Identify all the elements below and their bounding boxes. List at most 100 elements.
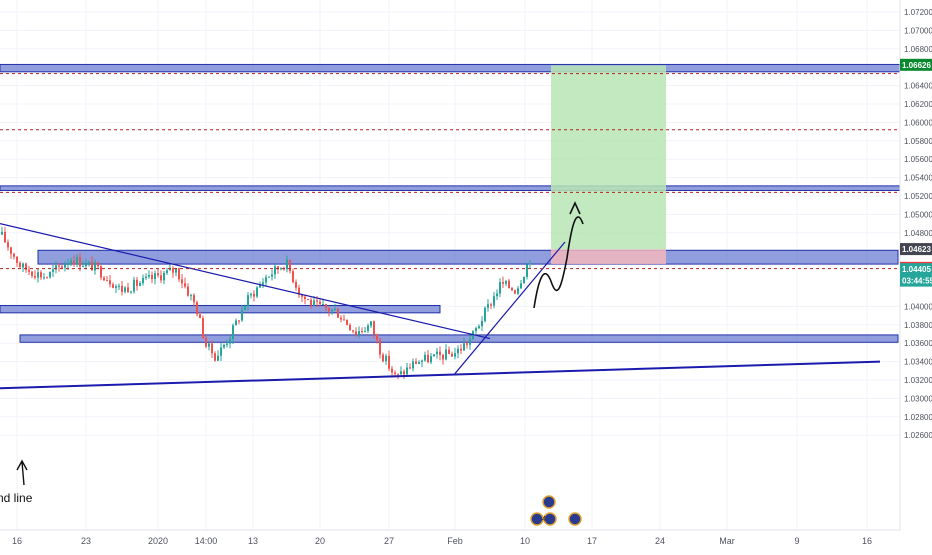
candle-body [436, 351, 438, 355]
candle-body [4, 231, 6, 243]
candle-body [208, 343, 210, 347]
price-candles [1, 226, 531, 380]
candle-body [520, 283, 522, 289]
price-tick-label: 1.04000 [904, 302, 932, 311]
candle-body [424, 354, 426, 361]
candle-body [265, 277, 267, 283]
trendline [0, 223, 491, 340]
candle-body [262, 282, 264, 285]
candle-body [127, 287, 129, 293]
candle-body [406, 367, 408, 375]
candle-body [226, 343, 228, 345]
candle-body [469, 339, 471, 345]
candle-body [229, 339, 231, 344]
candle-body [439, 351, 441, 355]
candle-body [310, 299, 312, 306]
grid-lines [0, 0, 900, 530]
time-tick-label: 17 [587, 536, 597, 546]
price-label-box [900, 243, 932, 256]
time-tick-label: 10 [520, 536, 530, 546]
candle-body [268, 276, 270, 278]
price-tick-label: 1.05200 [904, 192, 932, 201]
candle-body [196, 302, 198, 315]
price-tick-label: 1.06800 [904, 45, 932, 54]
candle-body [238, 320, 240, 322]
price-label-text: 03:44:55 [902, 277, 932, 286]
candle-body [235, 320, 237, 326]
candle-body [223, 344, 225, 348]
trendline-annotation: nd line [0, 491, 33, 505]
candle-body [217, 355, 219, 361]
price-tick-label: 1.06400 [904, 82, 932, 91]
candle-body [319, 301, 321, 305]
candle-body [115, 286, 117, 288]
candle-body [514, 290, 516, 294]
event-count: 4 [542, 516, 546, 523]
economic-events[interactable]: 4 [530, 495, 582, 526]
candle-body [112, 284, 114, 288]
time-axis-bg [0, 530, 932, 550]
candle-body [118, 285, 120, 287]
candle-body [280, 268, 282, 270]
price-label-box [900, 274, 932, 287]
candle-body [457, 348, 459, 354]
target-zone [551, 65, 666, 250]
time-axis[interactable]: 16 23 2020 14:00 13 20 27 Feb 10 17 24 Mar 9 16 [12, 536, 872, 546]
candle-body [163, 272, 165, 281]
candle-body [307, 298, 309, 300]
candle-body [523, 276, 525, 284]
candle-body [481, 320, 483, 327]
trendline [0, 360, 881, 390]
zone-rectangle [0, 63, 901, 73]
event-flag-icon [542, 495, 556, 509]
trendlines[interactable] [0, 223, 881, 390]
candle-body [220, 347, 222, 356]
candle-body [358, 331, 360, 335]
candle-body [166, 270, 168, 273]
candle-body [211, 343, 213, 354]
support-resistance-zones [0, 63, 901, 343]
candle-body [412, 361, 414, 369]
candle-body [277, 266, 279, 270]
price-tick-label: 1.03000 [904, 394, 932, 403]
long-position-tool[interactable] [551, 65, 666, 265]
price-tick-label: 1.07200 [904, 8, 932, 17]
price-tick-label: 1.04800 [904, 229, 932, 238]
time-tick-label: 16 [12, 536, 22, 546]
candle-body [304, 296, 306, 299]
candle-body [58, 265, 60, 267]
time-tick-label: 2020 [148, 536, 168, 546]
candle-body [94, 262, 96, 271]
candle-body [496, 293, 498, 297]
price-tick-label: 1.03600 [904, 339, 932, 348]
candle-body [298, 287, 300, 295]
candle-body [97, 262, 99, 267]
zone-rectangle [0, 304, 441, 314]
candle-body [526, 264, 528, 277]
price-tick-label: 1.02800 [904, 413, 932, 422]
candle-body [295, 282, 297, 288]
candle-body [154, 273, 156, 280]
stop-zone [551, 249, 666, 265]
candle-body [64, 264, 66, 268]
candle-body [40, 272, 42, 278]
time-tick-label: 27 [384, 536, 394, 546]
candle-body [109, 280, 111, 285]
candle-body [508, 280, 510, 289]
candle-body [376, 334, 378, 340]
candle-body [190, 295, 192, 297]
dashed-levels [0, 73, 900, 270]
candle-body [130, 291, 132, 293]
candle-body [187, 286, 189, 296]
time-tick-label: 20 [315, 536, 325, 546]
candle-body [124, 287, 126, 292]
candle-body [370, 321, 372, 326]
candle-body [271, 274, 273, 277]
candle-body [184, 283, 186, 287]
price-tick-label: 1.06000 [904, 118, 932, 127]
candle-body [175, 268, 177, 273]
price-axis[interactable]: 1.07200 1.07000 1.06800 1.06400 1.06200 1.060… [904, 8, 932, 440]
candle-body [133, 279, 135, 292]
